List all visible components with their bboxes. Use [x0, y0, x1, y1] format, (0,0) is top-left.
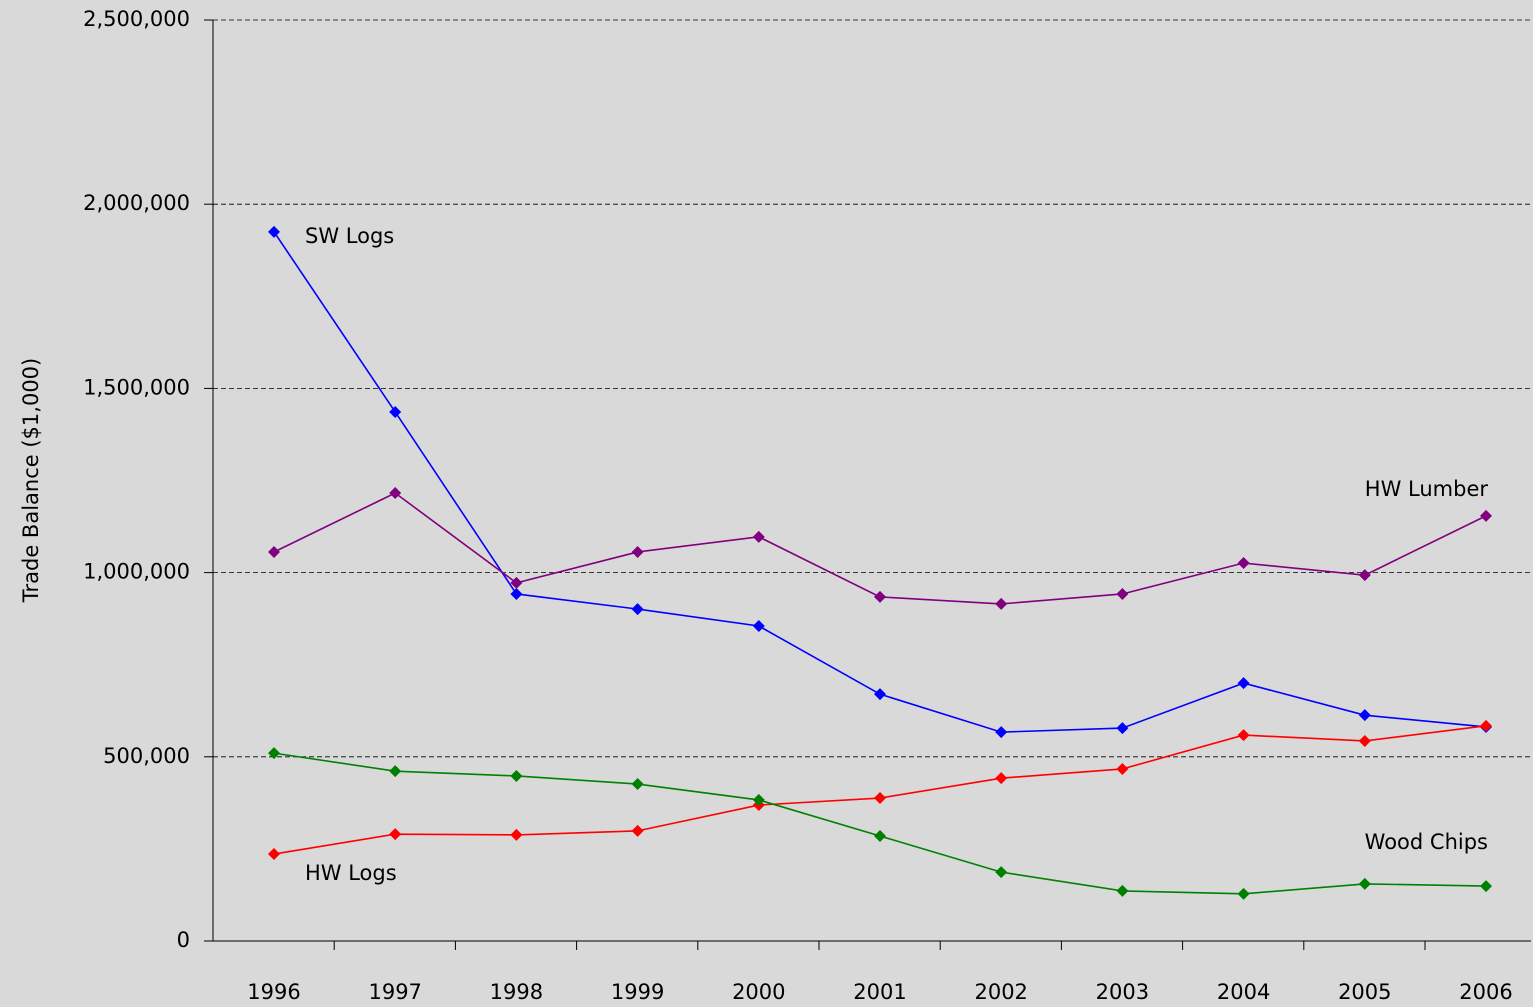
series-line [273, 231, 1487, 733]
data-point [1116, 884, 1129, 897]
x-tick-label: 2000 [732, 980, 785, 1004]
data-point [874, 590, 886, 603]
data-point [1116, 762, 1129, 775]
x-tick-label: 2003 [1096, 980, 1149, 1004]
data-point [1358, 569, 1371, 582]
data-point [268, 848, 280, 861]
series-label: HW Logs [305, 861, 397, 885]
x-tick-label: 1997 [368, 980, 421, 1004]
x-tick-label: 2002 [974, 980, 1027, 1004]
x-tick-label: 2006 [1459, 980, 1512, 1004]
data-point [1116, 722, 1129, 735]
series-label: SW Logs [305, 224, 394, 248]
data-point [510, 769, 523, 782]
x-tick-label: 2004 [1217, 980, 1270, 1004]
series-label: HW Lumber [1365, 477, 1489, 501]
y-tick-label: 1,000,000 [83, 560, 190, 584]
data-point [389, 765, 402, 778]
data-point [1480, 880, 1492, 893]
data-point [510, 587, 523, 600]
y-tick-label: 2,000,000 [83, 191, 190, 215]
x-tick-label: 2001 [853, 980, 906, 1004]
data-point [389, 405, 402, 418]
data-point [752, 530, 765, 543]
x-tick-label: 1999 [611, 980, 664, 1004]
series-label: Wood Chips [1365, 830, 1488, 854]
y-tick-label: 500,000 [103, 744, 190, 768]
data-point [752, 620, 765, 633]
data-point [268, 225, 280, 238]
data-point [874, 688, 886, 701]
data-point [1116, 587, 1129, 600]
y-tick-label: 2,500,000 [83, 7, 190, 31]
data-point [995, 866, 1008, 879]
data-point [1237, 557, 1250, 570]
data-point [389, 828, 402, 841]
series-line [273, 752, 1487, 895]
data-point [631, 824, 644, 837]
data-point [1358, 734, 1371, 747]
data-point [752, 793, 765, 806]
data-point [1237, 887, 1250, 900]
data-point [1480, 719, 1492, 732]
data-point [268, 747, 280, 760]
data-point [510, 828, 523, 841]
x-tick-label: 2005 [1338, 980, 1391, 1004]
data-point [268, 545, 280, 558]
data-point [874, 830, 886, 843]
data-point [631, 603, 644, 616]
x-tick-label: 1996 [247, 980, 300, 1004]
series-line [273, 492, 1487, 605]
data-point [995, 772, 1008, 785]
data-point [995, 597, 1008, 610]
y-tick-label: 1,500,000 [83, 375, 190, 399]
data-point [874, 792, 886, 805]
data-point [1237, 677, 1250, 690]
data-point [1480, 509, 1492, 522]
data-point [389, 487, 402, 500]
data-point [1237, 729, 1250, 742]
y-axis-label: Trade Balance ($1,000) [19, 358, 43, 603]
x-tick-label: 1998 [490, 980, 543, 1004]
data-point [631, 778, 644, 791]
data-point [1358, 709, 1371, 722]
data-point [1358, 877, 1371, 890]
data-point [510, 576, 523, 589]
y-tick-label: 0 [177, 928, 190, 952]
data-point [995, 726, 1008, 739]
data-point [631, 545, 644, 558]
